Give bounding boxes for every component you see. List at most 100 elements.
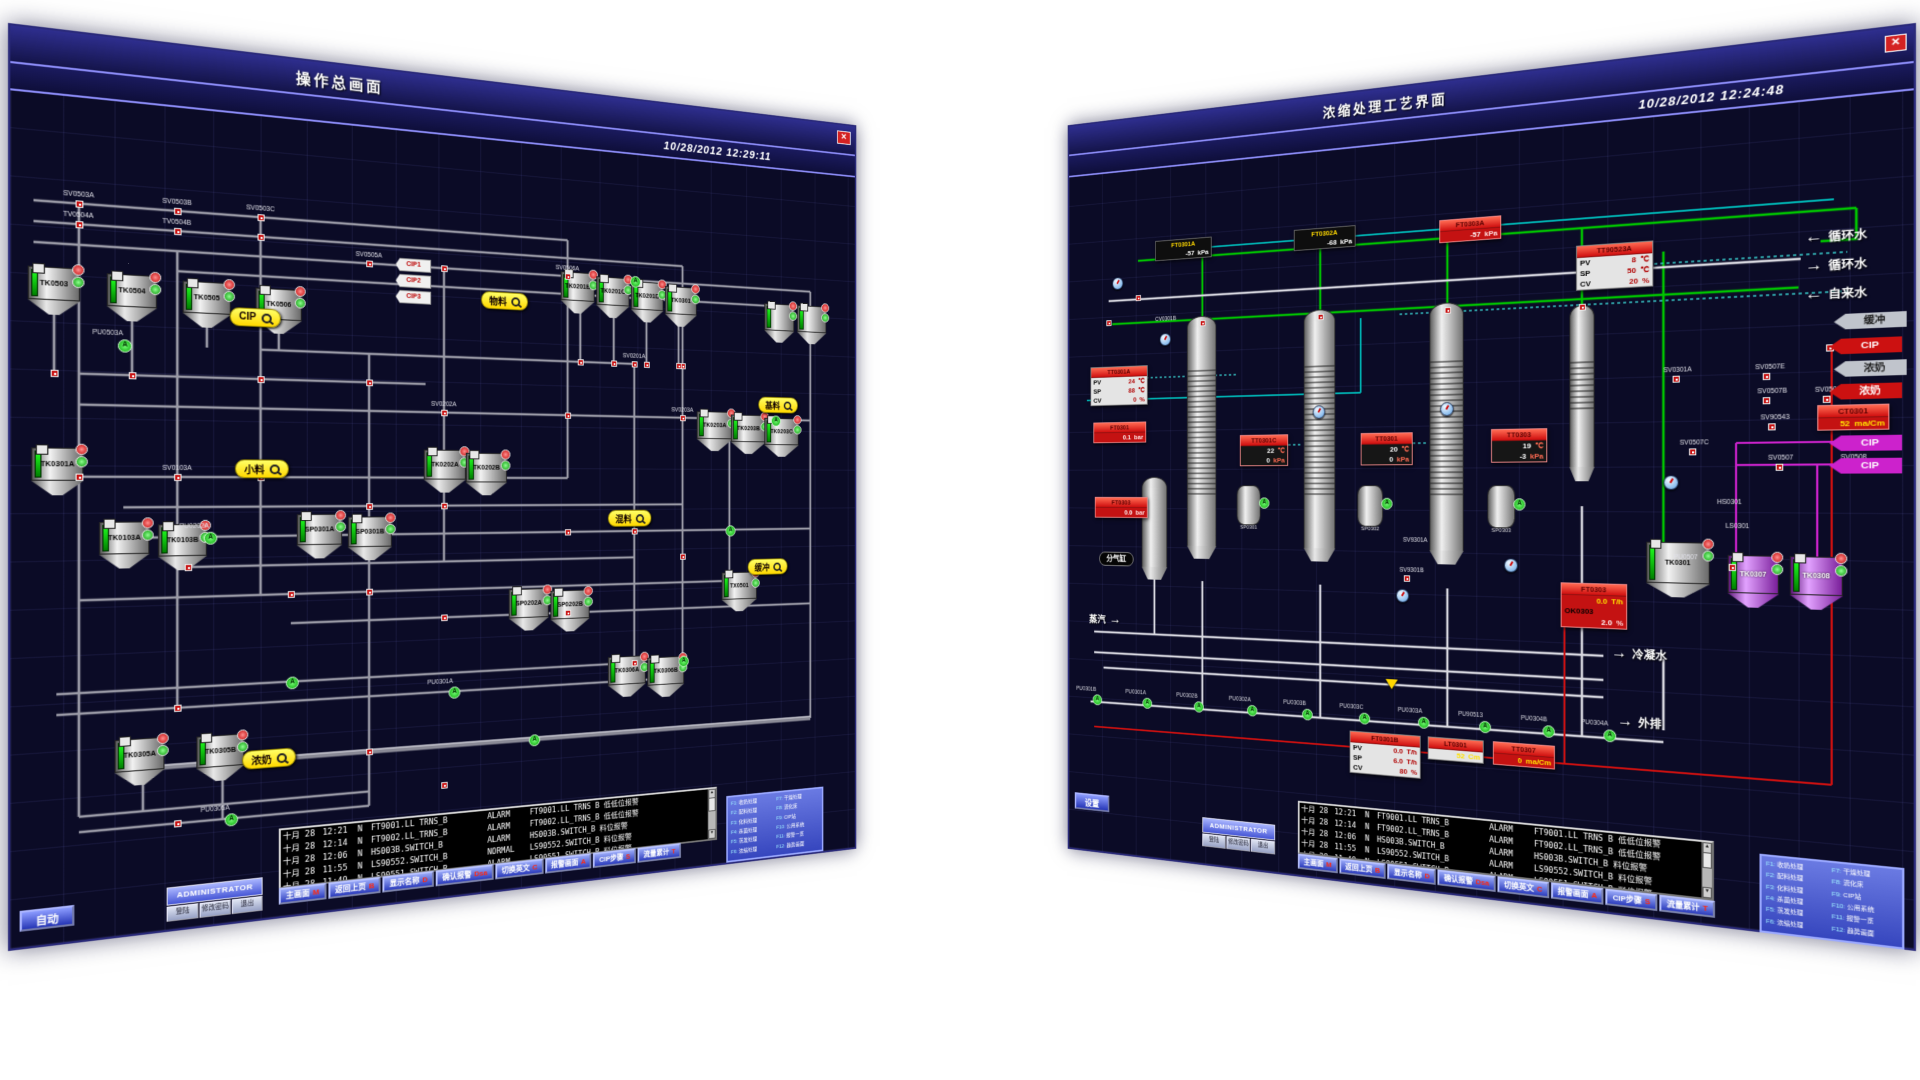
tank-top-icon	[733, 412, 743, 421]
scroll-down-icon[interactable]: ▼	[708, 828, 716, 840]
valve-icon	[565, 412, 571, 419]
route-tag[interactable]: CIP3	[396, 290, 431, 305]
instrument-label: CV0301B	[1155, 315, 1177, 323]
tank-top-icon	[118, 736, 131, 748]
data-box-value: 0	[1266, 456, 1271, 465]
valve-icon	[577, 359, 584, 366]
data-box-row-label: CV	[1093, 396, 1102, 405]
data-box-FT0303: FT0303 0.0 bar	[1094, 496, 1148, 519]
line-tag-浓奶: 浓奶	[1829, 382, 1902, 399]
admin-button-退出[interactable]: 退出	[1250, 838, 1276, 855]
data-box-value: 80	[1399, 766, 1408, 776]
valve-label: SV0103A	[162, 464, 192, 473]
pump-icon: A	[224, 812, 239, 827]
tank-top-icon	[553, 587, 564, 597]
status-red-icon	[335, 509, 346, 521]
fkey-number: F12:	[776, 843, 787, 850]
level-bar-icon	[1649, 544, 1656, 580]
fkey-label: 配料处理	[738, 808, 758, 816]
status-green-icon	[1835, 565, 1848, 577]
valve-icon	[257, 214, 265, 222]
fkey-label: 蒸发处理	[1777, 908, 1804, 918]
flow-text: 循环水	[1828, 257, 1868, 273]
data-box-title: TT0303	[1491, 429, 1547, 442]
nav-button-混料[interactable]: 混料	[607, 509, 652, 527]
nav-button-物料[interactable]: 物料	[481, 290, 528, 311]
admin-button-修改密码[interactable]: 修改密码	[1226, 836, 1251, 852]
menu-button-label: 切换英文	[501, 863, 530, 875]
data-box-row: 22 ℃	[1240, 445, 1288, 456]
data-box-row: CV 0%	[1091, 395, 1147, 406]
valve-icon	[631, 528, 638, 535]
tank-TK0308: TK0308	[1789, 552, 1848, 611]
route-tag[interactable]: CIP2	[396, 274, 431, 289]
close-button[interactable]: ✕	[837, 130, 851, 146]
status-red-icon	[72, 263, 85, 277]
status-green-icon	[1771, 563, 1784, 576]
menu-button-label: 返回上页	[334, 881, 366, 894]
fkey-number: F1:	[1765, 861, 1778, 869]
status-red-icon	[788, 301, 798, 311]
data-box-value: -68	[1327, 238, 1337, 247]
admin-button-登陆[interactable]: 登陆	[1202, 833, 1226, 849]
valve-icon	[174, 207, 182, 216]
fkey-number: F9:	[1831, 891, 1844, 899]
column-body	[1429, 495, 1464, 551]
scroll-thumb[interactable]	[708, 797, 716, 812]
nav-button-缓冲[interactable]: 缓冲	[747, 558, 788, 576]
nav-button-基料[interactable]: 基料	[758, 396, 798, 414]
valve-icon	[1822, 395, 1831, 403]
menu-button-key: M	[312, 887, 320, 897]
valve-icon	[50, 369, 59, 378]
tank-status-icons	[223, 278, 235, 303]
tank-status-icons	[500, 449, 511, 471]
tank-cone	[596, 305, 629, 319]
scroll-thumb[interactable]	[1702, 851, 1712, 869]
pump-icon: A	[1417, 716, 1430, 730]
line-tag-CIP: CIP	[1829, 336, 1902, 354]
data-box-unit: ℃	[1137, 377, 1145, 385]
fkey-number: F11:	[776, 834, 787, 841]
valve-icon	[366, 260, 373, 268]
fkey-label: 化料处理	[1777, 885, 1804, 895]
close-button[interactable]: ✕	[1884, 33, 1907, 53]
fkey-label: 杀菌处理	[738, 827, 758, 835]
route-tag[interactable]: CIP1	[396, 258, 431, 273]
data-box-FT0302A: FT0302A -68 kPa	[1293, 225, 1356, 252]
column-cone	[1142, 567, 1167, 580]
nav-button-浓奶[interactable]: 浓奶	[242, 747, 296, 771]
menu-button-label: 确认报警	[442, 869, 472, 882]
valve-icon	[676, 362, 682, 370]
valve-label: SV0202A	[431, 401, 457, 409]
nav-button-label: 小料	[244, 465, 265, 477]
data-box-unit: ma/Cm	[1854, 418, 1885, 429]
alarm-scrollbar[interactable]: ▲ ▼	[707, 788, 716, 840]
status-green-icon	[793, 425, 802, 435]
flow-arrow-icon: →	[1805, 256, 1823, 275]
fkey-label: 配料处理	[1777, 873, 1804, 883]
line-tag-浓奶: 浓奶	[1834, 359, 1907, 377]
tank-status-icons	[1702, 538, 1714, 562]
tank-cone	[797, 332, 826, 345]
alarm-scrollbar[interactable]: ▲ ▼	[1701, 841, 1712, 899]
fkey-number: F3:	[1765, 884, 1778, 892]
valve-icon	[174, 819, 182, 828]
menu-button-key: S	[625, 851, 631, 861]
nav-button-小料[interactable]: 小料	[234, 459, 289, 479]
valve-icon	[631, 659, 638, 667]
data-box-unit: kPa	[1197, 247, 1209, 257]
data-box-unit: ℃	[1640, 265, 1650, 275]
valve-icon	[1403, 575, 1411, 582]
data-box-row: 52 ma/Cm	[1818, 417, 1888, 430]
tank-SP0202A: SP0202A	[508, 584, 553, 631]
scroll-down-icon[interactable]: ▼	[1702, 886, 1712, 899]
nav-button-CIP[interactable]: CIP	[229, 306, 281, 328]
tank-TK0305B: TK0305B	[196, 729, 249, 782]
valve-icon	[680, 415, 686, 422]
separator-body	[1487, 485, 1516, 529]
fkey-label: 公用系统	[786, 822, 805, 830]
status-green-icon	[751, 578, 760, 588]
down-arrow-icon	[1385, 678, 1398, 690]
flow-arrow-icon: →	[1109, 612, 1122, 627]
flow-arrow-icon: ←	[1805, 285, 1823, 304]
